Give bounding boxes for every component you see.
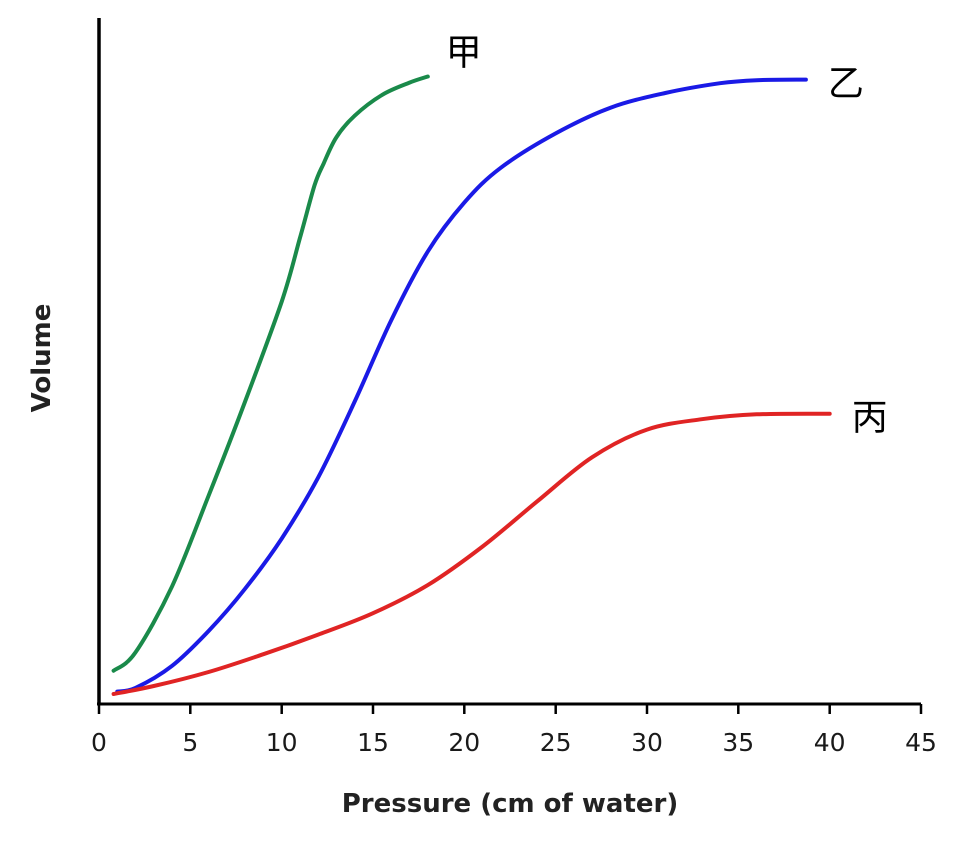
x-tick-label-30: 30	[631, 728, 663, 757]
x-tick-labels: 0 5 10 15 20 25 30 35 40 45	[91, 728, 937, 757]
x-tick-label-25: 25	[540, 728, 572, 757]
x-tick-label-5: 5	[182, 728, 198, 757]
x-tick-label-15: 15	[357, 728, 389, 757]
series-line-3	[111, 411, 832, 696]
series-labels: 甲乙丙	[446, 33, 888, 439]
x-tick-label-35: 35	[722, 728, 754, 757]
x-tick-label-45: 45	[905, 728, 937, 757]
x-ticks	[97, 704, 923, 714]
series-layer	[111, 74, 832, 696]
x-tick-label-20: 20	[448, 728, 480, 757]
series-label-2: 乙	[828, 64, 864, 105]
y-axis-title: Volume	[27, 304, 57, 413]
series-line-2	[115, 77, 808, 694]
x-tick-label-40: 40	[814, 728, 846, 757]
x-axis-title: Pressure (cm of water)	[342, 789, 678, 819]
x-tick-label-0: 0	[91, 728, 107, 757]
x-tick-label-10: 10	[266, 728, 298, 757]
series-label-3: 丙	[852, 398, 888, 439]
series-line-1	[111, 74, 430, 673]
series-label-1: 甲	[446, 33, 482, 74]
